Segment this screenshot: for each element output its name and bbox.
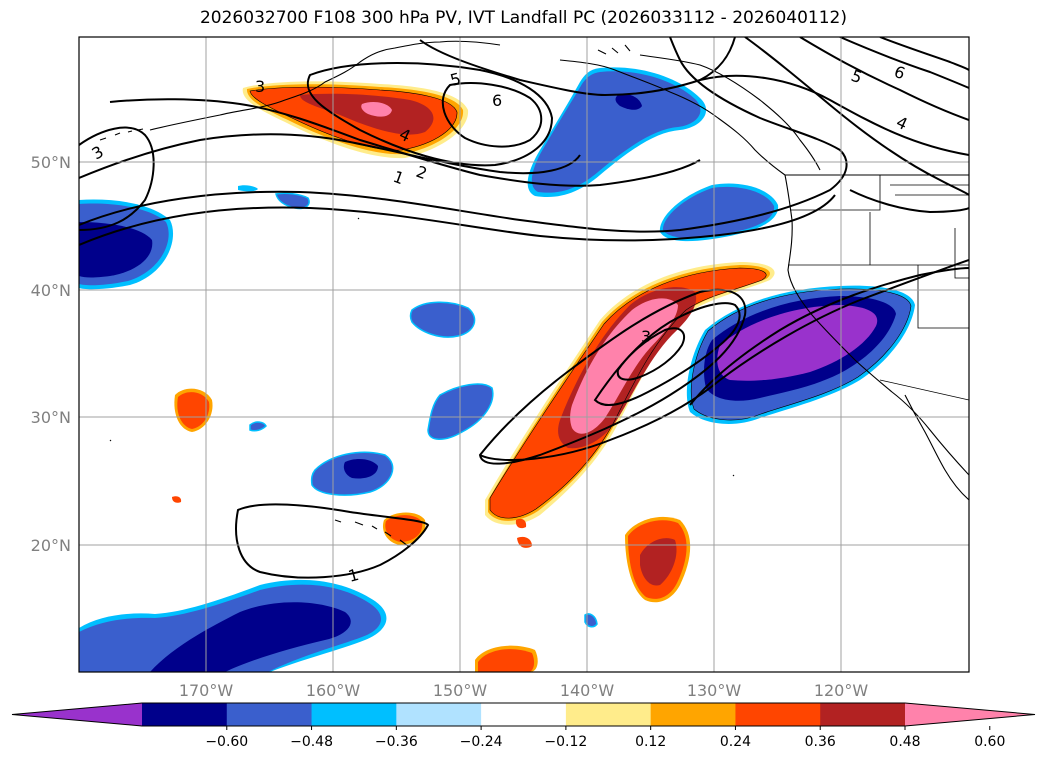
lon-label: 160°W <box>306 681 361 700</box>
colorbar-tick-label: 0.24 <box>720 734 751 750</box>
contour-label: 3 <box>641 327 651 346</box>
contour-label: 1 <box>346 565 361 586</box>
political-borders <box>788 174 969 401</box>
contour-label: 6 <box>492 91 502 110</box>
colorbar-tick-label: 0.60 <box>974 734 1005 750</box>
pv-contours <box>79 37 969 579</box>
lon-label: 150°W <box>433 681 488 700</box>
positive-anomaly-aleutians <box>242 81 469 159</box>
colorbar-tick-label: 0.36 <box>805 734 836 750</box>
map-title: 2026032700 F108 300 hPa PV, IVT Landfall… <box>199 8 847 28</box>
lon-label: 130°W <box>687 681 742 700</box>
colorbar-outline <box>11 702 1036 727</box>
lon-label: 140°W <box>560 681 615 700</box>
ivt-shading <box>79 67 915 672</box>
map-frame <box>78 36 970 673</box>
negative-anomaly-gulf-alaska <box>527 67 779 242</box>
colorbar-segment <box>820 703 906 726</box>
contour-label: 3 <box>255 77 265 96</box>
colorbar-segment <box>396 703 482 726</box>
colorbar-tick-label: −0.36 <box>375 734 418 750</box>
lat-label: 50°N <box>31 153 71 172</box>
colorbar-tick-label: −0.24 <box>460 734 503 750</box>
positive-anomaly-small <box>172 388 691 672</box>
colorbar-tick-label: 0.12 <box>635 734 666 750</box>
colorbar-segment <box>142 703 228 726</box>
colorbar-tick-label: −0.48 <box>290 734 333 750</box>
colorbar-extend-low <box>12 703 142 726</box>
colorbar-extend-high <box>905 703 1035 726</box>
lon-label: 170°W <box>179 681 234 700</box>
negative-anomaly-south <box>79 579 387 672</box>
lon-label: 120°W <box>814 681 869 700</box>
lon-labels: 170°W 160°W 150°W 140°W 130°W 120°W <box>179 681 869 700</box>
colorbar-segment <box>481 703 567 726</box>
colorbar-segment <box>650 703 736 726</box>
colorbar: −0.60 −0.48 −0.36 −0.24 −0.12 0.12 0.24 0.36 0.4… <box>11 702 1036 750</box>
colorbar-segment <box>565 703 652 726</box>
lat-label: 30°N <box>31 408 71 427</box>
coastlines <box>99 40 969 547</box>
colorbar-segment <box>226 703 313 726</box>
colorbar-segment <box>311 703 397 726</box>
colorbar-tick-label: 0.48 <box>889 734 920 750</box>
colorbar-segment <box>735 703 821 726</box>
lat-label: 40°N <box>31 281 71 300</box>
lat-label: 20°N <box>31 536 71 555</box>
gridlines <box>79 37 969 672</box>
colorbar-tick-label: −0.60 <box>205 734 248 750</box>
colorbar-tick-label: −0.12 <box>544 734 587 750</box>
contour-label: 5 <box>448 69 463 90</box>
lat-labels: 50°N 40°N 30°N 20°N <box>31 153 71 555</box>
